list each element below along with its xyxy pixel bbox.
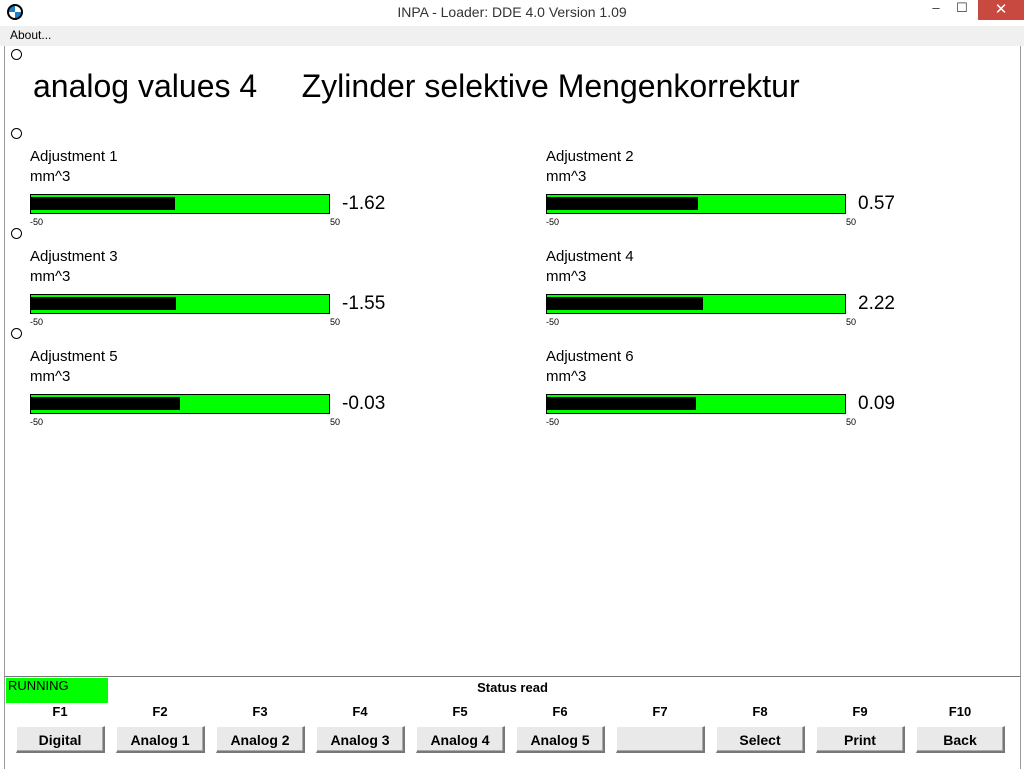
gauge-min: -50 (546, 417, 560, 427)
bmw-logo-icon[interactable] (7, 4, 23, 20)
fkey-label-f8: F8 (752, 704, 768, 719)
fkey-label-f10: F10 (948, 704, 972, 719)
analog-1-button[interactable]: Analog 1 (116, 726, 205, 753)
gauge-max: 50 (330, 417, 341, 427)
close-button[interactable]: ✕ (978, 0, 1024, 20)
window-title: INPA - Loader: DDE 4.0 Version 1.09 (397, 4, 627, 20)
page-title: analog values 4 Zylinder selektive Menge… (33, 68, 800, 104)
back-button[interactable]: Back (916, 726, 1005, 753)
gauge-adjustment-1: Adjustment 1 mm^3 -50 50 -1.62 (30, 148, 430, 238)
gauge-value: 0.09 (858, 393, 895, 414)
gauge-label: Adjustment 1 (30, 148, 118, 165)
fkey-label-f6: F6 (552, 704, 568, 719)
title-bar: INPA - Loader: DDE 4.0 Version 1.09 – ☐ … (0, 0, 1024, 26)
fkey-label-f4: F4 (352, 704, 368, 719)
gauge-max: 50 (330, 217, 341, 227)
analog-2-button[interactable]: Analog 2 (216, 726, 305, 753)
gauge-max: 50 (846, 217, 857, 227)
gauge-unit: mm^3 (546, 168, 587, 185)
minimize-button[interactable]: – (932, 0, 940, 15)
analog-5-button[interactable]: Analog 5 (516, 726, 605, 753)
select-button[interactable]: Select (716, 726, 805, 753)
gauge-value: 2.22 (858, 293, 895, 314)
gauge-min: -50 (546, 317, 560, 327)
gauge-fill (547, 197, 698, 210)
gauge-value: -1.55 (342, 293, 386, 314)
print-button[interactable]: Print (816, 726, 905, 753)
gauge-label: Adjustment 3 (30, 248, 118, 265)
function-key-panel: RUNNING Status read F1 F2 F3 F4 F5 F6 F7… (4, 676, 1021, 769)
gauge-bar (546, 194, 846, 214)
gauge-min: -50 (546, 217, 560, 227)
gauge-max: 50 (846, 317, 857, 327)
gauge-adjustment-3: Adjustment 3 mm^3 -50 50 -1.55 (30, 248, 430, 338)
circle-marker-icon (11, 228, 22, 239)
gauge-fill (31, 197, 176, 210)
digital-button[interactable]: Digital (16, 726, 105, 753)
gauge-bar (30, 294, 330, 314)
gauge-max: 50 (330, 317, 341, 327)
gauge-fill (547, 397, 697, 410)
circle-marker-icon (11, 49, 22, 60)
gauge-adjustment-2: Adjustment 2 mm^3 -50 50 0.57 (546, 148, 946, 238)
gauge-fill (31, 397, 180, 410)
circle-marker-icon (11, 128, 22, 139)
gauge-bar (546, 394, 846, 414)
gauge-value: 0.57 (858, 193, 895, 214)
gauge-adjustment-6: Adjustment 6 mm^3 -50 50 0.09 (546, 348, 946, 438)
gauge-label: Adjustment 6 (546, 348, 634, 365)
status-message: Status read (477, 680, 548, 695)
analog-3-button[interactable]: Analog 3 (316, 726, 405, 753)
gauge-bar (30, 194, 330, 214)
fkey-label-f1: F1 (52, 704, 68, 719)
menu-item-about[interactable]: About... (10, 28, 52, 42)
fkey-label-f3: F3 (252, 704, 268, 719)
main-content: analog values 4 Zylinder selektive Menge… (4, 46, 1021, 676)
gauge-unit: mm^3 (546, 268, 587, 285)
menu-bar: About... (0, 26, 1024, 46)
gauge-label: Adjustment 5 (30, 348, 118, 365)
gauge-label: Adjustment 2 (546, 148, 634, 165)
circle-marker-icon (11, 328, 22, 339)
gauge-min: -50 (30, 217, 44, 227)
gauge-unit: mm^3 (30, 168, 71, 185)
maximize-button[interactable]: ☐ (956, 0, 968, 15)
fkey-label-f9: F9 (852, 704, 868, 719)
gauge-bar (546, 294, 846, 314)
gauge-max: 50 (846, 417, 857, 427)
f7-button[interactable] (616, 726, 705, 753)
fkey-label-f7: F7 (652, 704, 668, 719)
status-running-badge: RUNNING (6, 678, 108, 703)
gauge-adjustment-4: Adjustment 4 mm^3 -50 50 2.22 (546, 248, 946, 338)
gauge-unit: mm^3 (30, 268, 71, 285)
gauge-value: -1.62 (342, 193, 386, 214)
gauge-fill (547, 297, 703, 310)
fkey-label-f5: F5 (452, 704, 468, 719)
gauge-unit: mm^3 (30, 368, 71, 385)
fkey-label-f2: F2 (152, 704, 168, 719)
gauge-bar (30, 394, 330, 414)
gauge-label: Adjustment 4 (546, 248, 634, 265)
gauge-unit: mm^3 (546, 368, 587, 385)
gauge-value: -0.03 (342, 393, 386, 414)
gauge-adjustment-5: Adjustment 5 mm^3 -50 50 -0.03 (30, 348, 430, 438)
analog-4-button[interactable]: Analog 4 (416, 726, 505, 753)
gauge-min: -50 (30, 317, 44, 327)
gauge-fill (31, 297, 176, 310)
gauge-min: -50 (30, 417, 44, 427)
